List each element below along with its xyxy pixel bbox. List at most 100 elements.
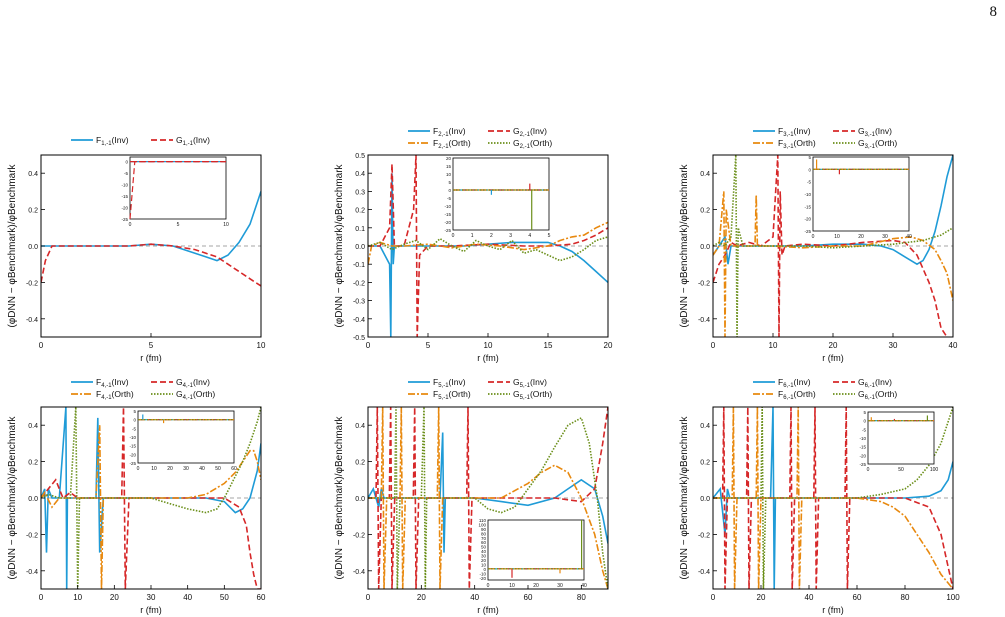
x-tick-label: 80: [901, 593, 910, 602]
y-tick-label: -0.2: [698, 532, 710, 539]
y-tick-label: -0.4: [698, 317, 710, 324]
y-tick-label: 0.2: [700, 208, 710, 215]
y-axis-label: (φDNN − φBenchmark)/φBenchmark: [334, 415, 345, 579]
y-axis-label: (φDNN − φBenchmark)/φBenchmark: [7, 415, 18, 579]
chart-panel-3: 0 10 20 30 40 -0.4 -0.2 0.0 0.2 0.4 r (fm) (φDNN − …: [679, 126, 958, 363]
legend: F6,-1(Inv) G6,-1(Inv) F6,-1(Orth) G6,-1(Ort…: [753, 377, 897, 401]
y-tick-label: -0.4: [353, 317, 365, 324]
y-tick-label: 0.0: [28, 496, 38, 503]
y-tick-label: 0.4: [355, 423, 365, 430]
series-line-2: [713, 155, 948, 337]
y-tick-label: -0.3: [353, 299, 365, 306]
inset-y-tick-label: -15: [444, 212, 451, 217]
y-tick-label: 0.0: [355, 496, 365, 503]
inset-y-tick-label: 0: [863, 419, 866, 424]
inset-y-tick-label: 0: [808, 167, 811, 172]
x-tick-label: 0: [366, 341, 371, 350]
x-axis-label: r (fm): [140, 605, 162, 615]
series-line-3: [713, 191, 953, 337]
inset-plot: 0 5 10 0 -5 -10 -15 -20 -25: [121, 156, 229, 228]
legend-label: G3,-1(Inv): [858, 126, 892, 138]
inset-x-tick-label: 60: [231, 466, 237, 472]
chart-panel-2: 0 5 10 15 20-0.5-0.4-0.3-0.2-0.10.00.10.20.3…: [334, 126, 613, 363]
series-line-3: [368, 407, 608, 589]
y-tick-label: -0.2: [353, 532, 365, 539]
legend: F3,-1(Inv) G3,-1(Inv) F3,-1(Orth) G3,-1(Ort…: [753, 126, 897, 150]
x-tick-label: 0: [39, 593, 44, 602]
x-tick-label: 0: [711, 341, 716, 350]
x-tick-label: 60: [257, 593, 266, 602]
legend-label: F5,-1(Orth): [433, 389, 471, 401]
y-tick-label: 0.2: [700, 460, 710, 467]
legend-label: G5,-1(Orth): [513, 389, 552, 401]
inset-y-tick-label: -20: [121, 206, 128, 211]
y-axis-label: (φDNN − φBenchmark)/φBenchmark: [679, 415, 690, 579]
legend-label: G2,-1(Orth): [513, 138, 552, 150]
inset-y-tick-label: 90: [481, 527, 487, 532]
inset-x-tick-label: 10: [223, 222, 229, 228]
inset-y-tick-label: 0: [448, 188, 451, 193]
inset-y-tick-label: -10: [479, 571, 486, 576]
y-tick-label: -0.4: [698, 569, 710, 576]
inset-x-tick-label: 10: [834, 234, 840, 240]
inset-frame: [137, 410, 235, 464]
y-tick-label: -0.2: [353, 280, 365, 287]
inset-frame: [812, 156, 910, 232]
inset-frame: [867, 411, 935, 465]
inset-y-tick-label: 10: [446, 172, 452, 177]
legend-label: G6,-1(Orth): [858, 389, 897, 401]
inset-y-tick-label: -15: [804, 204, 811, 209]
series-line-3: [368, 221, 608, 265]
legend-label: F1,-1(Inv): [96, 135, 129, 147]
inset-x-tick-label: 0: [452, 233, 455, 239]
legend-label: F5,-1(Inv): [433, 377, 466, 389]
y-tick-label: 0.4: [355, 171, 365, 178]
inset-x-tick-label: 2: [490, 233, 493, 239]
chart-panel-4: 0 10 20 30 40 50 60-0.4-0.20.00.20.4r (fm)(φDN…: [7, 377, 266, 615]
x-tick-label: 0: [39, 341, 44, 350]
y-tick-label: 0.2: [28, 460, 38, 467]
x-axis-label: r (fm): [477, 605, 499, 615]
inset-y-tick-label: 5: [863, 410, 866, 415]
legend-label: F6,-1(Inv): [778, 377, 811, 389]
series-line-2: [41, 407, 261, 589]
y-tick-label: 0.4: [28, 171, 38, 178]
inset-y-tick-label: -10: [121, 183, 128, 188]
y-tick-label: 0.3: [355, 189, 365, 196]
y-tick-label: -0.1: [353, 262, 365, 269]
y-tick-label: 0.1: [355, 226, 365, 233]
x-tick-label: 30: [147, 593, 156, 602]
x-tick-label: 40: [183, 593, 192, 602]
y-tick-label: 0.4: [700, 423, 710, 430]
inset-y-tick-label: -25: [804, 229, 811, 234]
inset-frame: [452, 157, 550, 231]
series-line-3: [41, 425, 261, 589]
x-axis-label: r (fm): [822, 605, 844, 615]
legend-label: G4,-1(Inv): [176, 377, 210, 389]
y-tick-label: 0.4: [700, 171, 710, 178]
y-tick-label: -0.2: [26, 280, 38, 287]
inset-y-tick-label: 60: [481, 540, 487, 545]
inset-y-tick-label: -25: [444, 228, 451, 233]
x-tick-label: 50: [220, 593, 229, 602]
inset-y-tick-label: -10: [444, 204, 451, 209]
y-tick-label: 0.0: [700, 496, 710, 503]
y-tick-label: 0.0: [700, 244, 710, 251]
inset-y-tick-label: 30: [481, 554, 487, 559]
x-tick-label: 20: [417, 593, 426, 602]
inset-y-tick-label: 0: [483, 567, 486, 572]
inset-y-tick-label: -25: [129, 461, 136, 466]
x-tick-label: 60: [524, 593, 533, 602]
chart-panel-1: 0 5 10 -0.4 -0.2 0.0 0.2 0.4 r (fm) (φDNN − φBenc…: [7, 135, 266, 363]
inset-y-tick-label: 20: [481, 558, 487, 563]
x-tick-label: 5: [149, 341, 154, 350]
x-tick-label: 80: [577, 593, 586, 602]
x-tick-label: 40: [949, 341, 958, 350]
y-tick-label: 0.0: [355, 244, 365, 251]
series-line-1: [368, 173, 608, 337]
inset-x-tick-label: 30: [557, 583, 563, 589]
inset-y-tick-label: 5: [133, 409, 136, 414]
x-tick-label: 40: [805, 593, 814, 602]
